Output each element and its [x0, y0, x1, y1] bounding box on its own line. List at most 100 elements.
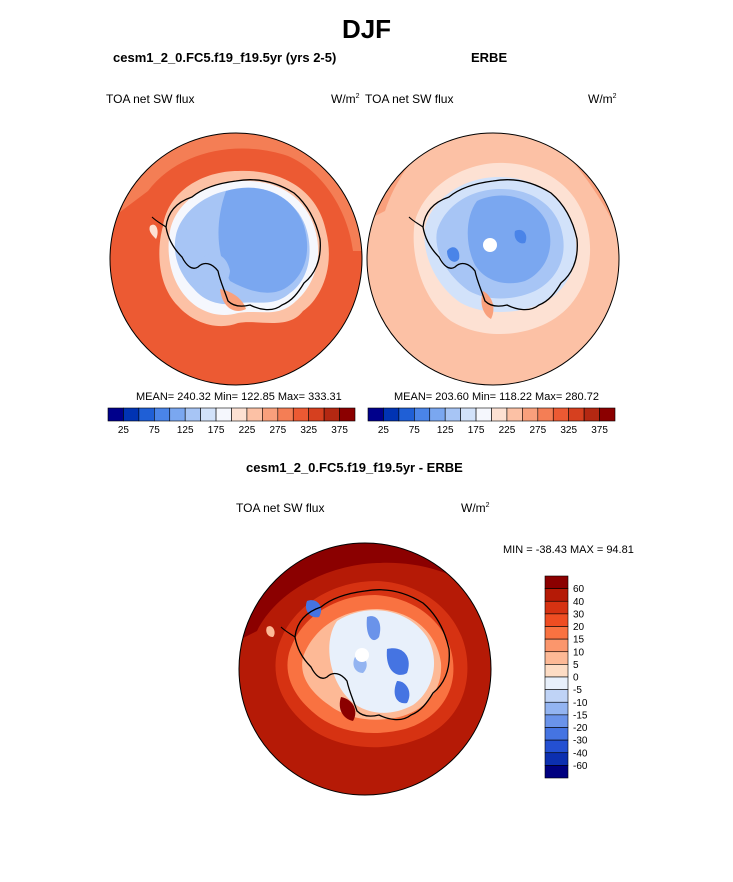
- colorbar-swatch: [544, 676, 569, 690]
- colorbar-tick-label: 325: [560, 425, 577, 436]
- colorbar-swatch: [599, 407, 616, 422]
- colorbar-swatch: [444, 407, 461, 422]
- colorbar-tick-label: 25: [378, 425, 390, 436]
- colorbar-tick-label: 15: [573, 635, 585, 646]
- colorbar-tick-label: 0: [573, 673, 579, 684]
- obs-panel-title: ERBE: [471, 50, 508, 65]
- colorbar-swatch: [414, 407, 431, 422]
- colorbar-swatch: [544, 638, 569, 653]
- colorbar-swatch: [308, 407, 325, 422]
- diff-panel-title: cesm1_2_0.FC5.f19_f19.5yr - ERBE: [246, 460, 463, 475]
- map-band: [467, 195, 551, 284]
- colorbar-swatch: [107, 407, 124, 422]
- colorbar-swatch: [138, 407, 155, 422]
- map-boundary: [109, 132, 363, 386]
- colorbar-swatch: [246, 407, 263, 422]
- colorbar-tick-label: 225: [499, 425, 516, 436]
- colorbar-swatch: [475, 407, 492, 422]
- obs-polar-map: [366, 132, 620, 386]
- colorbar-tick-label: 5: [573, 660, 579, 671]
- colorbar-swatch: [367, 407, 384, 422]
- colorbar-swatch: [231, 407, 248, 422]
- colorbar-tick-label: -5: [573, 685, 582, 696]
- colorbar-tick-label: 125: [177, 425, 194, 436]
- colorbar-tick-label: 325: [300, 425, 317, 436]
- colorbar-tick-label: 40: [573, 597, 585, 608]
- colorbar-swatch: [544, 727, 569, 741]
- colorbar-swatch: [544, 714, 569, 728]
- colorbar-tick-label: -30: [573, 736, 588, 747]
- colorbar-swatch: [568, 407, 585, 422]
- model-units-label: W/m2: [331, 92, 360, 106]
- colorbar-swatch: [383, 407, 400, 422]
- colorbar-swatch: [583, 407, 600, 422]
- obs-variable-label: TOA net SW flux: [365, 92, 454, 106]
- colorbar-swatch: [544, 664, 569, 678]
- page-title: DJF: [341, 14, 392, 44]
- colorbar-swatch: [262, 407, 279, 422]
- diff-variable-label: TOA net SW flux: [236, 501, 325, 515]
- colorbar-tick-label: 375: [591, 425, 608, 436]
- map-band: [329, 610, 435, 713]
- colorbar-swatch: [544, 626, 569, 640]
- colorbar-swatch: [277, 407, 294, 422]
- colorbar-swatch: [544, 739, 569, 754]
- colorbar-tick-label: -60: [573, 761, 588, 772]
- antarctica-coastline: [422, 179, 578, 311]
- colorbar-swatch: [522, 407, 539, 422]
- obs-units-label: W/m2: [588, 92, 617, 106]
- colorbar-swatch: [544, 689, 569, 703]
- diff-stats: MIN = -38.43 MAX = 94.81: [503, 544, 634, 556]
- obs-stats: MEAN= 203.60 Min= 118.22 Max= 280.72: [394, 391, 599, 403]
- model-variable-label: TOA net SW flux: [106, 92, 195, 106]
- colorbar-tick-label: 20: [573, 622, 585, 633]
- missing-data-pole: [355, 648, 369, 662]
- map-band: [339, 697, 356, 721]
- colorbar-tick-label: -40: [573, 748, 588, 759]
- peninsula-coastline: [408, 216, 424, 228]
- diff-polar-map: [238, 542, 492, 796]
- map-band: [239, 543, 491, 641]
- colorbar-swatch: [544, 651, 569, 665]
- colorbar-swatch: [552, 407, 569, 422]
- model-polar-map: [109, 132, 363, 386]
- colorbar-swatch: [491, 407, 508, 422]
- colorbar-tick-label: -20: [573, 723, 588, 734]
- colorbar-swatch: [154, 407, 171, 422]
- colorbar-tick-label: 10: [573, 647, 585, 658]
- colorbar-swatch: [215, 407, 232, 422]
- colorbar-swatch: [339, 407, 356, 422]
- antarctica-coastline: [165, 179, 321, 311]
- colorbar-swatch: [544, 752, 569, 766]
- colorbar-tick-label: 75: [149, 425, 161, 436]
- peninsula-coastline: [151, 216, 167, 228]
- colorbar-tick-label: 25: [118, 425, 130, 436]
- map-boundary: [238, 542, 492, 796]
- colorbar-swatch: [398, 407, 415, 422]
- colorbar-tick-label: 125: [437, 425, 454, 436]
- colorbar-swatch: [169, 407, 186, 422]
- colorbar-tick-label: 275: [269, 425, 286, 436]
- colorbar-swatch: [506, 407, 523, 422]
- colorbar-tick-label: 30: [573, 609, 585, 620]
- colorbar-swatch: [184, 407, 201, 422]
- colorbar-tick-label: 225: [239, 425, 256, 436]
- colorbar-swatch: [544, 600, 569, 615]
- model-panel-title: cesm1_2_0.FC5.f19_f19.5yr (yrs 2-5): [113, 50, 337, 65]
- colorbar-tick-label: 175: [468, 425, 485, 436]
- antarctica-coastline: [294, 589, 450, 721]
- obs-colorbar: 25 75 125 175 225 275 325 375: [367, 407, 616, 436]
- colorbar-swatch: [544, 575, 569, 589]
- colorbar-tick-label: 275: [529, 425, 546, 436]
- colorbar-swatch: [544, 613, 569, 627]
- colorbar-swatch: [460, 407, 477, 422]
- colorbar-swatch: [544, 588, 569, 602]
- colorbar-swatch: [544, 701, 569, 716]
- colorbar-tick-label: 75: [409, 425, 421, 436]
- colorbar-swatch: [200, 407, 217, 422]
- colorbar-swatch: [544, 765, 569, 779]
- map-band: [110, 133, 362, 251]
- colorbar-swatch: [323, 407, 340, 422]
- model-stats: MEAN= 240.32 Min= 122.85 Max= 333.31: [136, 391, 342, 403]
